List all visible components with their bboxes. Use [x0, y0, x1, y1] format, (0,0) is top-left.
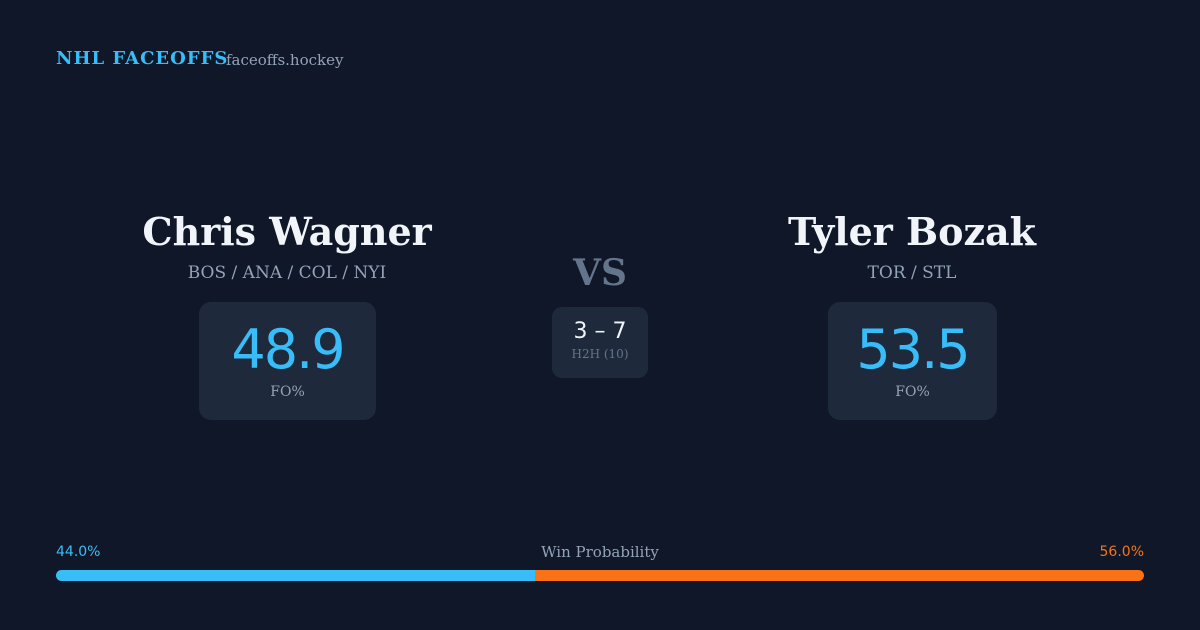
left-probability: 44.0%: [56, 544, 101, 560]
probability-segment: [56, 570, 535, 581]
player-name: Tyler Bozak: [787, 209, 1037, 254]
player-name: Chris Wagner: [142, 209, 432, 254]
site-url: faceoffs.hockey: [226, 51, 344, 69]
h2h-label: H2H (10): [571, 347, 629, 361]
brand: NHL FACEOFFS: [56, 48, 229, 69]
stat-label: FO%: [270, 384, 305, 400]
stat-value: 53.5: [856, 318, 970, 381]
probability-segment: [534, 570, 1144, 581]
probability-bar: [56, 570, 1144, 581]
player-teams: TOR / STL: [867, 263, 957, 283]
probability-title: Win Probability: [541, 543, 659, 561]
h2h-score: 3 – 7: [573, 319, 627, 344]
stat-label: FO%: [895, 384, 930, 400]
right-probability: 56.0%: [1099, 544, 1144, 560]
stat-box: 53.5 FO%: [828, 302, 997, 420]
stat-box: 48.9 FO%: [199, 302, 376, 420]
h2h-box: 3 – 7 H2H (10): [552, 307, 648, 378]
player-teams: BOS / ANA / COL / NYI: [187, 263, 387, 283]
stat-value: 48.9: [231, 318, 345, 381]
player-left: Chris Wagner BOS / ANA / COL / NYI: [37, 205, 537, 283]
versus-label: VS: [573, 252, 627, 294]
player-right: Tyler Bozak TOR / STL: [662, 205, 1162, 283]
